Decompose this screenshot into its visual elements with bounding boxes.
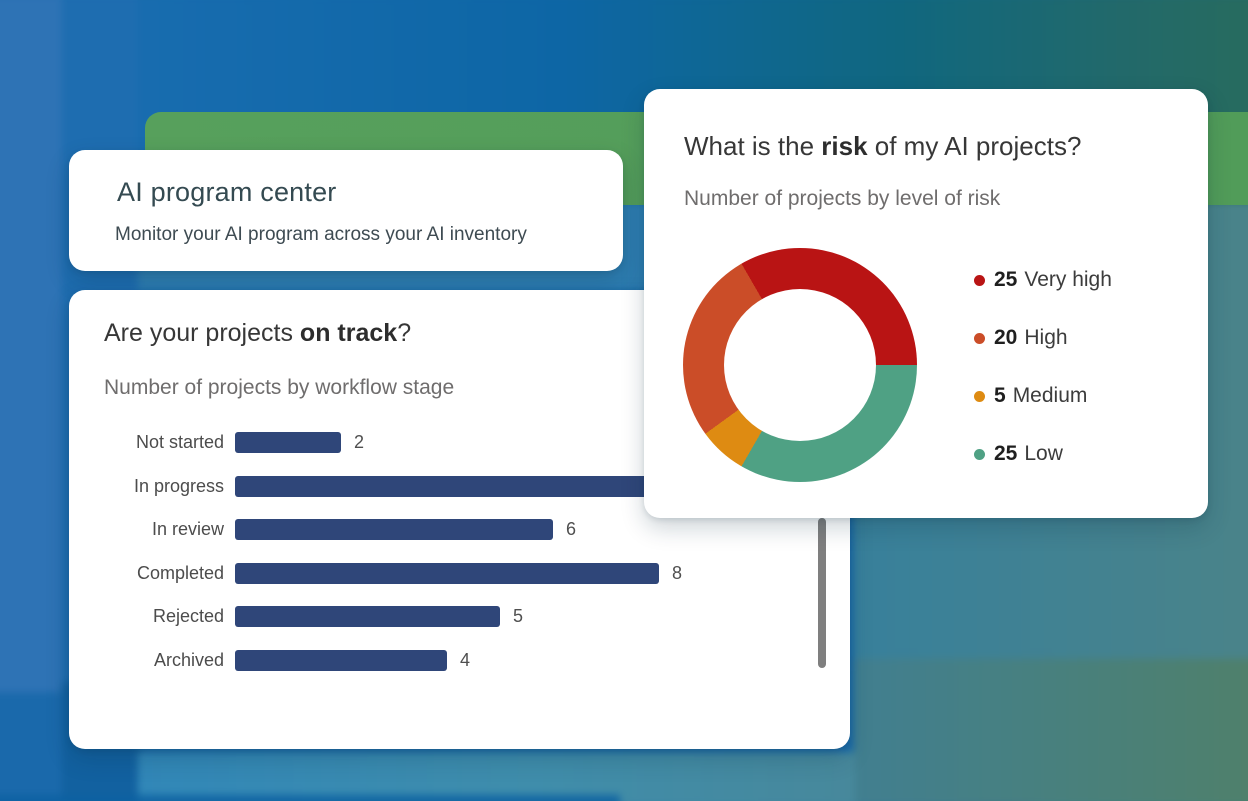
legend-value: 25 (994, 442, 1018, 465)
bar-value-label: 5 (513, 606, 524, 627)
heading-text: of my AI projects? (867, 131, 1082, 161)
program-center-card: AI program center Monitor your AI progra… (69, 150, 623, 271)
chart-legend: 25 Very high 20 High 5 Medium 25 Low (974, 251, 1112, 483)
heading-text: Are your projects (104, 319, 300, 347)
bar[interactable] (235, 475, 707, 497)
bar[interactable] (235, 519, 553, 541)
heading-text: ? (397, 319, 412, 347)
legend-value: 25 (994, 268, 1018, 291)
bg-patch (0, 0, 64, 705)
donut-hole (724, 289, 876, 441)
bg-patch (0, 692, 64, 801)
bar-chart: Not started 2 In progress In review 6 Complet… (104, 421, 850, 682)
bar-row: Not started 2 (104, 421, 850, 465)
legend-item[interactable]: 25 Low (974, 425, 1112, 483)
bar[interactable] (235, 562, 659, 584)
bar-value-label: 8 (672, 562, 683, 583)
heading-text-bold: risk (821, 131, 868, 161)
bar-category-label: Archived (153, 649, 224, 670)
bar-value-label: 6 (566, 519, 577, 540)
legend-dot-icon (974, 274, 985, 286)
bar-row: In review 6 (104, 508, 850, 552)
legend-label: Medium (1012, 384, 1088, 407)
bar-row: Completed 8 (104, 552, 850, 596)
risk-chart-card: What is the risk of my AI projects? Numb… (644, 89, 1208, 518)
workflow-card-heading: Are your projects on track? (104, 316, 411, 350)
bar-value-label: 2 (354, 432, 365, 453)
bar[interactable] (235, 649, 447, 671)
legend-label: Low (1024, 442, 1063, 465)
heading-text: What is the (684, 131, 822, 161)
bg-patch (137, 752, 856, 801)
workflow-card-subtitle: Number of projects by workflow stage (104, 376, 455, 399)
bar-value-label: 4 (460, 649, 471, 670)
legend-item[interactable]: 5 Medium (974, 367, 1112, 425)
bar-row: In progress (104, 465, 850, 509)
legend-item[interactable]: 20 High (974, 309, 1112, 367)
heading-text-bold: on track (299, 319, 398, 347)
legend-item[interactable]: 25 Very high (974, 251, 1112, 309)
page-title: AI program center (117, 177, 337, 207)
bg-patch (0, 794, 620, 801)
legend-dot-icon (974, 390, 985, 402)
donut-chart[interactable] (683, 248, 917, 482)
bar-category-label: Rejected (152, 606, 224, 627)
bar[interactable] (235, 432, 341, 454)
bar[interactable] (235, 606, 500, 628)
bar-category-label: In review (151, 519, 224, 540)
bar-row: Rejected 5 (104, 595, 850, 639)
bg-patch (853, 658, 1248, 801)
legend-dot-icon (974, 448, 985, 460)
risk-card-subtitle: Number of projects by level of risk (684, 187, 1001, 210)
page-subtitle: Monitor your AI program across your AI i… (115, 224, 527, 245)
bar-row: Archived 4 (104, 639, 850, 683)
legend-value: 5 (994, 384, 1006, 407)
bar-category-label: Completed (136, 562, 224, 583)
legend-dot-icon (974, 332, 985, 344)
bar-category-label: In progress (133, 475, 224, 496)
risk-card-heading: What is the risk of my AI projects? (684, 129, 1081, 163)
legend-label: Very high (1024, 268, 1112, 291)
scrollbar-thumb[interactable] (818, 518, 826, 668)
legend-value: 20 (994, 326, 1018, 349)
bar-category-label: Not started (135, 432, 224, 453)
legend-label: High (1024, 326, 1068, 349)
